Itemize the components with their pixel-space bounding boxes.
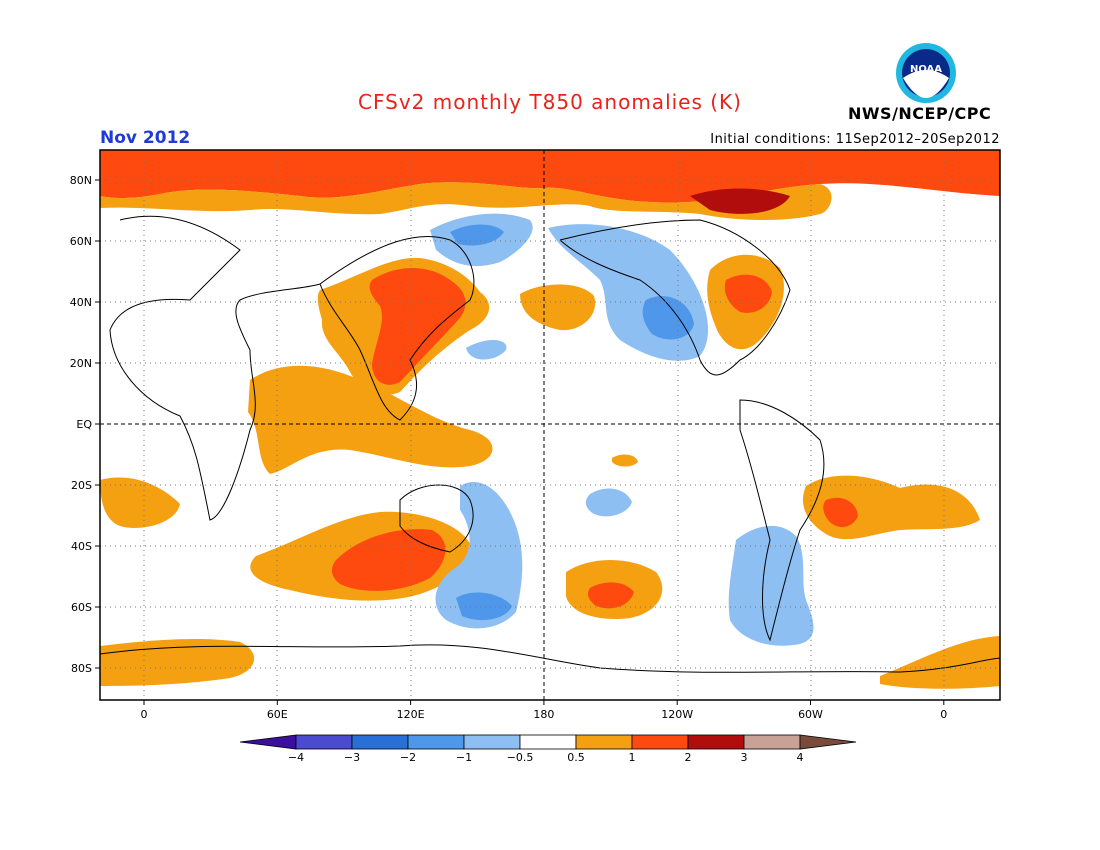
anomaly-tasman-cool-2 xyxy=(456,592,512,621)
coast-africa-europe xyxy=(109,215,321,521)
anomaly-spac-cool xyxy=(585,488,632,517)
colorbar-label: 4 xyxy=(797,751,804,764)
colorbar-segment xyxy=(575,734,633,750)
anomaly-tropical-spot xyxy=(612,454,638,467)
map-title: CFSv2 monthly T850 anomalies (K) xyxy=(358,90,742,114)
anomaly-hawaii-cool xyxy=(466,339,507,360)
lon-tick-label: 0 xyxy=(940,708,947,721)
coast-north-america xyxy=(559,219,791,376)
lon-tick-label: 120W xyxy=(661,708,693,721)
gridlines xyxy=(100,150,1000,700)
coastlines xyxy=(100,215,1000,673)
anomaly-namerica-cool-2 xyxy=(642,296,694,340)
initial-conditions: Initial conditions: 11Sep2012–20Sep2012 xyxy=(710,132,1000,147)
anomaly-spac-red xyxy=(588,582,634,609)
lon-tick-label: 60E xyxy=(267,708,288,721)
colorbar-arrow-left xyxy=(239,734,297,750)
lon-tick-label: 0 xyxy=(141,708,148,721)
lon-axis: 0 60E 120E 180 120W 60W 0 xyxy=(141,700,947,721)
lat-tick-label: 80S xyxy=(71,662,92,675)
noaa-logo: NOAA xyxy=(896,43,956,103)
lat-tick-label: 60N xyxy=(70,235,92,248)
colorbar-label: 3 xyxy=(741,751,748,764)
coast-antarctica xyxy=(100,644,1000,673)
colorbar-segment xyxy=(687,734,745,750)
logo-text: NOAA xyxy=(910,64,942,75)
agency-label: NWS/NCEP/CPC xyxy=(848,104,992,123)
anomaly-indian-red xyxy=(331,529,446,591)
lat-tick-label: 20N xyxy=(70,357,92,370)
anomaly-antarctic-warm-2 xyxy=(880,636,1000,689)
colorbar: −4 −3 −2 −1 −0.5 0.5 1 2 3 4 xyxy=(239,734,857,764)
lat-tick-label: 40N xyxy=(70,296,92,309)
lon-tick-label: 60W xyxy=(798,708,823,721)
colorbar-segment xyxy=(351,734,409,750)
colorbar-segment xyxy=(407,734,465,750)
colorbar-label: −0.5 xyxy=(507,751,534,764)
anomaly-fields xyxy=(100,150,1000,689)
coast-south-america xyxy=(739,399,825,642)
anomaly-arctic-orange-fringe xyxy=(100,182,832,220)
colorbar-label: −4 xyxy=(288,751,304,764)
anomaly-arctic-band xyxy=(100,150,1000,203)
anomaly-tasman-cool xyxy=(435,481,523,629)
forecast-month: Nov 2012 xyxy=(100,128,191,148)
colorbar-label: 1 xyxy=(629,751,636,764)
anomaly-us-red xyxy=(724,274,772,313)
lat-axis: 80N 60N 40N 20N EQ 20S 40S 60S 80S xyxy=(70,174,100,675)
anomaly-asia-red xyxy=(369,267,466,385)
colorbar-segment xyxy=(519,734,577,750)
anomaly-antarctic-warm-1 xyxy=(100,639,255,686)
lat-tick-label: 60S xyxy=(71,601,92,614)
colorbar-label: 0.5 xyxy=(567,751,585,764)
anomaly-greenland xyxy=(690,188,790,214)
lon-tick-label: 120E xyxy=(397,708,425,721)
lat-tick-label: EQ xyxy=(76,418,92,431)
anomaly-pac-warm xyxy=(520,284,596,331)
lat-tick-label: 80N xyxy=(70,174,92,187)
equator-dateline xyxy=(100,150,1000,700)
map-frame xyxy=(99,149,1001,701)
colorbar-segment xyxy=(631,734,689,750)
lat-tick-label: 40S xyxy=(71,540,92,553)
coast-asia xyxy=(319,235,475,421)
anomaly-npac-cool-2 xyxy=(450,224,504,246)
lat-tick-label: 20S xyxy=(71,479,92,492)
colorbar-label: 2 xyxy=(685,751,692,764)
anomaly-tropical-warm xyxy=(248,365,493,474)
anomaly-satl-red xyxy=(823,497,858,528)
colorbar-arrow-right xyxy=(799,734,857,750)
colorbar-segment xyxy=(743,734,801,750)
colorbar-segment xyxy=(463,734,521,750)
anomaly-safrica-warm xyxy=(100,477,180,528)
colorbar-segment xyxy=(295,734,353,750)
colorbar-label: −1 xyxy=(456,751,472,764)
map-background xyxy=(100,150,1000,700)
lon-tick-label: 180 xyxy=(533,708,554,721)
colorbar-label: −2 xyxy=(400,751,416,764)
colorbar-label: −3 xyxy=(344,751,360,764)
